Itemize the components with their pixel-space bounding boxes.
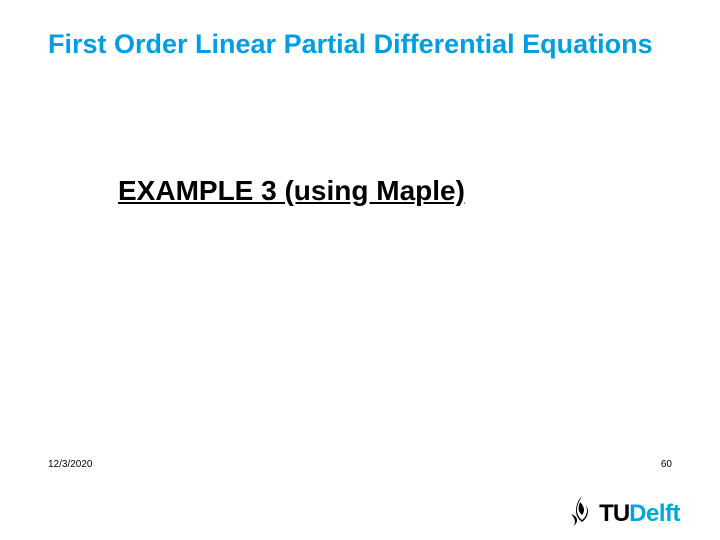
footer-date: 12/3/2020 bbox=[48, 459, 93, 470]
flame-icon bbox=[569, 494, 595, 528]
tu-delft-logo: TUDelft bbox=[569, 494, 680, 528]
slide-title: First Order Linear Partial Differential … bbox=[48, 28, 680, 62]
footer-bar: 12/3/2020 60 bbox=[0, 453, 720, 475]
title-block: First Order Linear Partial Differential … bbox=[48, 28, 680, 62]
logo-tu-text: TU bbox=[599, 500, 629, 528]
footer-page-number: 60 bbox=[661, 459, 672, 470]
logo-text: TUDelft bbox=[599, 500, 680, 528]
logo-delft-text: Delft bbox=[629, 500, 680, 528]
subtitle-block: EXAMPLE 3 (using Maple) bbox=[118, 175, 660, 207]
slide-subtitle: EXAMPLE 3 (using Maple) bbox=[118, 175, 660, 207]
